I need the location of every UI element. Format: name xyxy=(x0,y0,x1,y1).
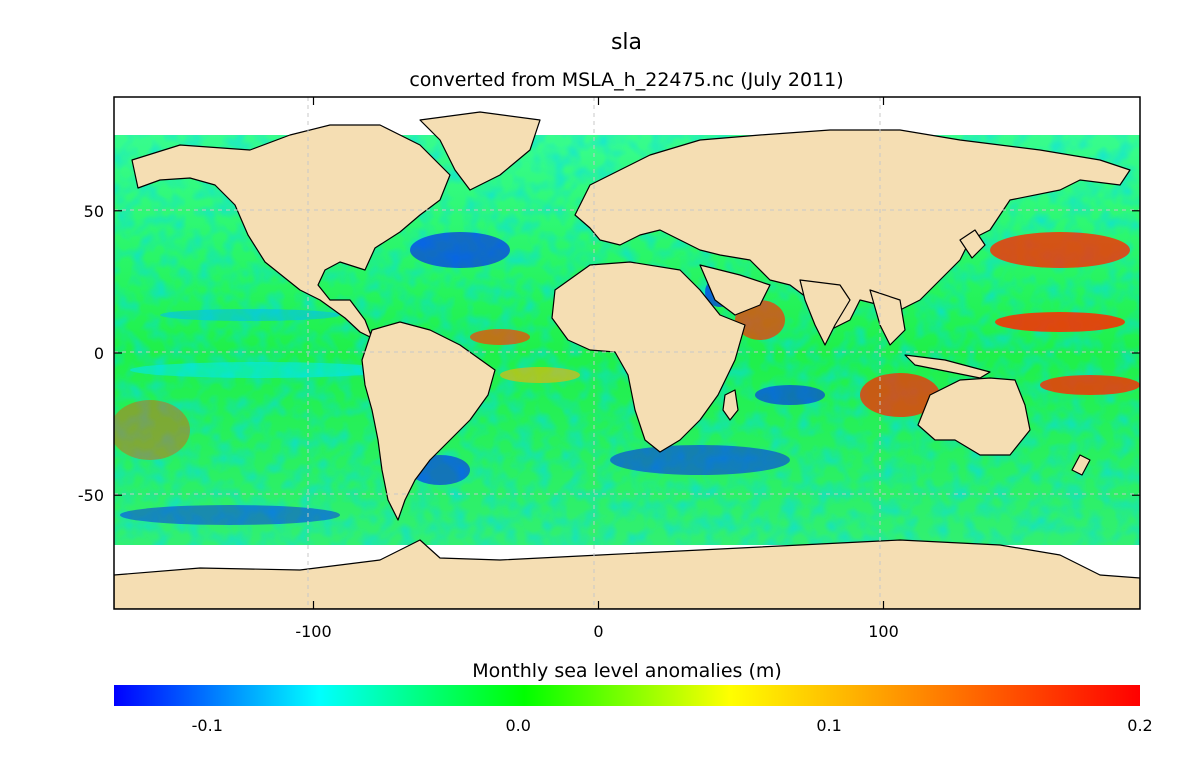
anomaly-hotspots xyxy=(114,232,1140,525)
colorbar-tick-label: 0.2 xyxy=(1127,716,1153,735)
colorbar-tick-label: -0.1 xyxy=(191,716,223,735)
colorbar-tick-label: 0.0 xyxy=(505,716,531,735)
indonesia xyxy=(904,354,991,379)
land-masses xyxy=(114,111,1140,609)
colorbar-title: Monthly sea level anomalies (m) xyxy=(472,660,782,682)
x-tick-label: 0 xyxy=(593,622,603,641)
plot-subtitle: converted from MSLA_h_22475.nc (July 201… xyxy=(409,69,844,91)
south-america xyxy=(361,321,496,521)
new-zealand xyxy=(1071,454,1091,476)
antarctica xyxy=(114,539,1140,609)
x-tick-label: -100 xyxy=(295,622,331,641)
arabian-peninsula xyxy=(699,264,771,316)
north-america xyxy=(131,124,451,339)
japan xyxy=(959,229,986,259)
greenland xyxy=(419,111,541,191)
australia xyxy=(917,377,1031,456)
x-tick-label: 100 xyxy=(868,622,899,641)
southeast-asia xyxy=(869,289,906,346)
no-data-north xyxy=(114,97,1140,135)
indian-subcontinent xyxy=(799,279,851,346)
plot-title: sla xyxy=(610,30,643,55)
africa xyxy=(551,261,746,453)
graticule xyxy=(114,97,1140,609)
madagascar xyxy=(722,389,739,421)
colorbar-tick-label: 0.1 xyxy=(816,716,842,735)
y-tick-label: 0 xyxy=(94,344,104,363)
y-tick-label: 50 xyxy=(84,202,104,221)
colorbar xyxy=(114,685,1140,706)
eurasia xyxy=(574,129,1131,331)
y-tick-label: -50 xyxy=(78,486,104,505)
